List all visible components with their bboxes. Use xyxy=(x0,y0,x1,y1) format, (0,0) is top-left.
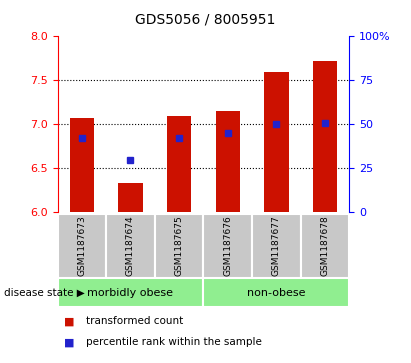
Bar xyxy=(203,278,349,307)
Bar xyxy=(155,214,203,278)
Text: ■: ■ xyxy=(64,337,74,347)
Bar xyxy=(216,111,240,212)
Text: non-obese: non-obese xyxy=(247,287,306,298)
Text: GSM1187677: GSM1187677 xyxy=(272,216,281,276)
Bar xyxy=(118,183,143,212)
Bar xyxy=(252,214,301,278)
Text: percentile rank within the sample: percentile rank within the sample xyxy=(86,337,262,347)
Text: transformed count: transformed count xyxy=(86,316,184,326)
Bar xyxy=(313,61,337,212)
Text: GSM1187673: GSM1187673 xyxy=(77,216,86,276)
Bar xyxy=(58,278,203,307)
Text: GSM1187676: GSM1187676 xyxy=(223,216,232,276)
Text: GSM1187675: GSM1187675 xyxy=(175,216,184,276)
Bar xyxy=(70,118,94,212)
Text: GDS5056 / 8005951: GDS5056 / 8005951 xyxy=(135,13,276,27)
Bar xyxy=(58,214,106,278)
Bar xyxy=(167,115,191,212)
Text: GSM1187678: GSM1187678 xyxy=(321,216,330,276)
Bar xyxy=(203,214,252,278)
Text: morbidly obese: morbidly obese xyxy=(88,287,173,298)
Text: ■: ■ xyxy=(64,316,74,326)
Bar xyxy=(106,214,155,278)
Text: disease state ▶: disease state ▶ xyxy=(4,287,85,298)
Bar xyxy=(301,214,349,278)
Text: GSM1187674: GSM1187674 xyxy=(126,216,135,276)
Bar xyxy=(264,72,289,212)
